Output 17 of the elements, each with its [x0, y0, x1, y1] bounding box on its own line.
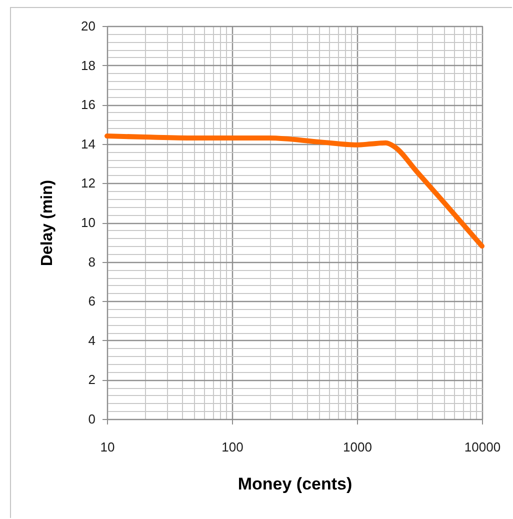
y-tick-label: 4: [88, 332, 96, 348]
y-tick-label: 14: [81, 136, 96, 152]
y-tick-label: 12: [81, 176, 96, 191]
y-tick-label: 2: [88, 372, 96, 388]
y-tick-label: 6: [88, 294, 96, 309]
y-tick-label: 8: [88, 254, 96, 270]
y-tick-label: 16: [81, 97, 96, 112]
x-tick-label: 100: [222, 440, 244, 454]
y-tick-label: 10: [81, 215, 96, 230]
y-axis-title: Delay (min): [39, 180, 56, 266]
y-tick-label: 0: [88, 412, 96, 426]
x-tick-label: 1000: [343, 440, 372, 454]
y-tick-label: 20: [81, 18, 96, 34]
y-tick-label: 18: [81, 58, 96, 73]
x-tick-label: 10: [100, 440, 115, 454]
x-tick-label: 10000: [464, 440, 501, 454]
x-axis-title: Money (cents): [238, 474, 352, 494]
